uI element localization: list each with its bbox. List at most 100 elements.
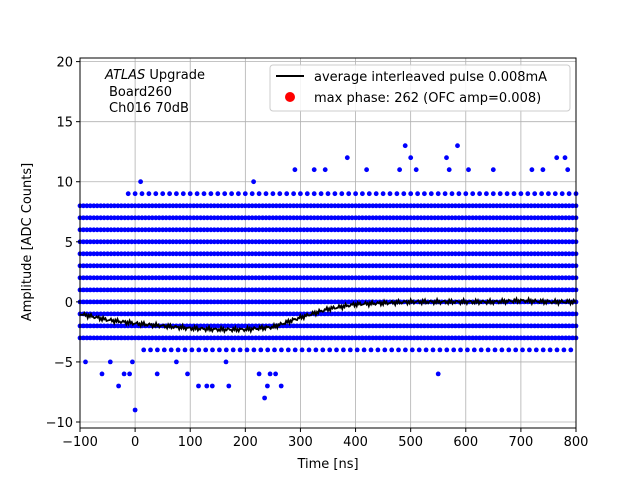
sample-point (422, 191, 427, 196)
sample-point (493, 348, 498, 353)
sample-point (305, 191, 310, 196)
sample-point (562, 348, 567, 353)
sample-point (307, 348, 312, 353)
sample-point (364, 167, 369, 172)
sample-point (414, 167, 419, 172)
sample-point (257, 191, 262, 196)
sample-point (138, 179, 143, 184)
sample-point (500, 348, 505, 353)
sample-point (451, 348, 456, 353)
sample-point (381, 191, 386, 196)
sample-point (224, 360, 229, 365)
sample-point (525, 191, 530, 196)
sample-point (293, 348, 298, 353)
sample-point (470, 191, 475, 196)
sample-point (455, 143, 460, 148)
sample-point (438, 348, 443, 353)
sample-point (519, 191, 524, 196)
sample-point (491, 191, 496, 196)
sample-point (314, 348, 319, 353)
sample-point (265, 384, 270, 389)
sample-point (541, 348, 546, 353)
sample-point (210, 384, 215, 389)
sample-point (457, 191, 462, 196)
sample-point (204, 384, 209, 389)
sample-point (83, 360, 88, 365)
y-tick-label: 20 (56, 56, 73, 71)
x-tick-label: 300 (288, 435, 313, 450)
sample-point (415, 191, 420, 196)
sample-point (326, 191, 331, 196)
sample-point (530, 167, 535, 172)
sample-point (127, 372, 132, 377)
sample-point (279, 348, 284, 353)
sample-point (162, 348, 167, 353)
sample-point (133, 191, 138, 196)
sample-point (196, 384, 201, 389)
sample-point (268, 372, 273, 377)
x-tick-label: 800 (564, 435, 589, 450)
sample-point (353, 191, 358, 196)
x-axis-label: Time [ns] (296, 457, 358, 472)
sample-point (403, 348, 408, 353)
sample-point (486, 348, 491, 353)
sample-point (116, 384, 121, 389)
sample-point (167, 191, 172, 196)
sample-point (130, 360, 135, 365)
sample-point (148, 348, 153, 353)
sample-point (122, 372, 127, 377)
annotation-upgrade: Upgrade (145, 68, 205, 83)
sample-point (465, 348, 470, 353)
sample-point (155, 348, 160, 353)
sample-point (376, 348, 381, 353)
sample-point (565, 167, 570, 172)
sample-point (472, 348, 477, 353)
sample-point (506, 348, 511, 353)
sample-point (360, 191, 365, 196)
sample-point (403, 143, 408, 148)
y-tick-label: −5 (54, 356, 73, 371)
sample-point (424, 348, 429, 353)
legend-entry-max-phase: max phase: 262 (OFC amp=0.008) (314, 91, 541, 106)
sample-point (153, 191, 158, 196)
sample-point (563, 155, 568, 160)
sample-point (348, 348, 353, 353)
sample-point (417, 348, 422, 353)
sample-point (369, 348, 374, 353)
y-tick-label: −10 (46, 416, 73, 431)
sample-point (238, 348, 243, 353)
sample-point (147, 191, 152, 196)
sample-point (190, 348, 195, 353)
sample-point (320, 348, 325, 353)
sample-point (539, 191, 544, 196)
sample-point (374, 191, 379, 196)
sample-point (410, 348, 415, 353)
legend-entry-average: average interleaved pulse 0.008mA (314, 70, 547, 85)
sample-point (568, 348, 573, 353)
sample-point (141, 348, 146, 353)
x-tick-label: 400 (343, 435, 368, 450)
sample-point (174, 360, 179, 365)
sample-point (334, 348, 339, 353)
sample-point (217, 348, 222, 353)
sample-point (279, 384, 284, 389)
sample-point (355, 348, 360, 353)
sample-point (444, 155, 449, 160)
sample-point (367, 191, 372, 196)
sample-point (397, 167, 402, 172)
sample-point (477, 191, 482, 196)
sample-point (277, 191, 282, 196)
sample-point (258, 348, 263, 353)
x-tick-label: 200 (233, 435, 258, 450)
sample-point (388, 191, 393, 196)
x-tick-label: 700 (508, 435, 533, 450)
sample-point (333, 191, 338, 196)
sample-point (534, 348, 539, 353)
sample-point (458, 348, 463, 353)
sample-point (466, 167, 471, 172)
sample-point (108, 360, 113, 365)
sample-point (401, 191, 406, 196)
sample-point (408, 191, 413, 196)
sample-point (341, 348, 346, 353)
